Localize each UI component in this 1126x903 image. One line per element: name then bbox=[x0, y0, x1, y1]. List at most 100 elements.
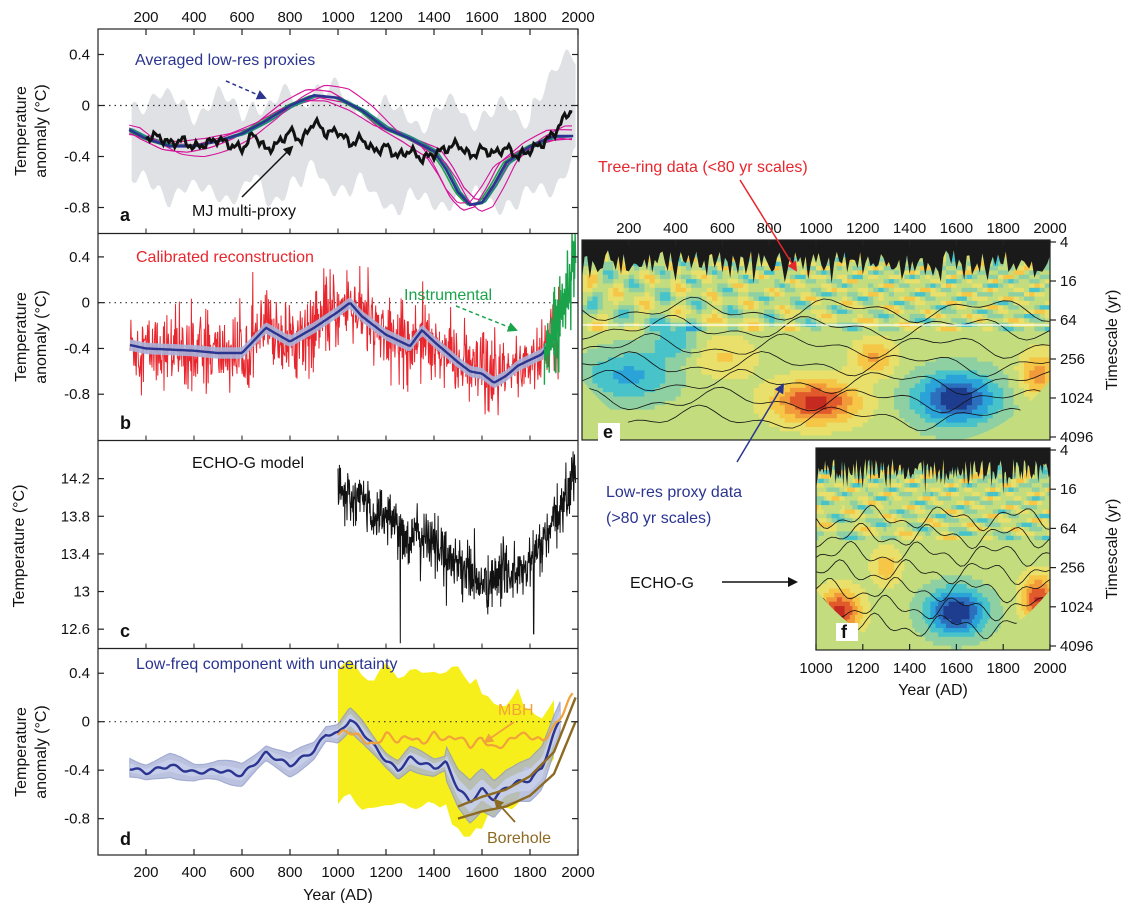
wavelet-e-cell bbox=[816, 257, 822, 263]
wavelet-e-cell bbox=[1018, 335, 1025, 341]
y-tick-label-a: 0.4 bbox=[69, 47, 90, 64]
wavelet-e-cell bbox=[774, 283, 781, 289]
y-title-d-line2: anomaly (°C) bbox=[33, 705, 50, 799]
wavelet-e-contour bbox=[582, 404, 1050, 431]
wavelet-e-cell bbox=[842, 344, 848, 350]
wavelet-e-cell bbox=[888, 409, 895, 415]
wavelet-e-cell bbox=[920, 405, 926, 411]
wavelet-f-cell bbox=[870, 461, 874, 467]
wavelet-e-cell bbox=[706, 366, 713, 372]
wavelet-e-cell bbox=[774, 274, 781, 280]
wavelet-f-cell bbox=[974, 469, 978, 475]
wavelet-e-cell bbox=[618, 374, 625, 380]
wavelet-e-cell bbox=[706, 431, 713, 437]
wavelet-e-cell bbox=[623, 335, 630, 341]
wavelet-e-cell bbox=[613, 309, 619, 315]
wavelet-e-cell bbox=[743, 283, 749, 289]
wavelet-f-cell bbox=[1034, 465, 1038, 471]
wavelet-e-cell bbox=[847, 283, 853, 289]
wavelet-e-cell bbox=[701, 344, 708, 350]
panel-a-plot bbox=[98, 49, 578, 216]
wavelet-e-cell bbox=[738, 370, 744, 376]
wavelet-e-cell bbox=[727, 331, 734, 337]
wavelet-e-cell bbox=[800, 379, 807, 385]
wavelet-e-cell bbox=[795, 274, 801, 280]
wavelet-e-cell bbox=[899, 279, 905, 285]
wavelet-e-cell bbox=[842, 374, 848, 380]
wavelet-e-cell bbox=[1039, 283, 1046, 289]
wavelet-f-cell bbox=[855, 465, 859, 471]
wavelet-e-cell bbox=[904, 435, 911, 440]
wavelet-e-cell bbox=[852, 274, 859, 280]
wavelet-e-cell bbox=[816, 418, 822, 424]
wavelet-e-cell bbox=[940, 366, 947, 372]
wavelet-e-cell bbox=[769, 318, 775, 324]
wavelet-e-cell bbox=[722, 353, 729, 358]
wavelet-e-cell bbox=[878, 335, 885, 341]
wavelet-e-cell bbox=[1008, 266, 1015, 272]
wavelet-e-cell bbox=[634, 374, 640, 380]
top-x-tick-label: 1000 bbox=[321, 9, 354, 26]
wavelet-e-cell bbox=[639, 426, 645, 432]
wavelet-e-cell bbox=[790, 400, 796, 406]
wavelet-e-cell bbox=[743, 374, 749, 380]
wavelet-e-cell bbox=[972, 431, 978, 437]
wavelet-e-cell bbox=[712, 413, 718, 419]
wavelet-e-cell bbox=[894, 370, 900, 376]
wavelet-e-cell bbox=[862, 313, 869, 319]
wavelet-e-cell bbox=[987, 418, 994, 424]
wavelet-e-cell bbox=[894, 318, 900, 324]
wavelet-e-cell bbox=[660, 374, 666, 380]
wavelet-e-cell bbox=[1024, 335, 1030, 341]
wavelet-e-cell bbox=[738, 383, 744, 389]
wavelet-e-cell bbox=[660, 379, 666, 385]
wavelet-e-cell bbox=[966, 274, 973, 280]
wavelet-e-cell bbox=[899, 357, 905, 363]
wavelet-e-cell bbox=[925, 287, 931, 293]
wavelet-e-cell bbox=[732, 379, 739, 385]
wavelet-e-cell bbox=[972, 274, 978, 280]
wavelet-e-cell bbox=[1024, 266, 1030, 272]
wavelet-e-cell bbox=[654, 418, 661, 424]
wavelet-e-cell bbox=[706, 361, 713, 367]
wavelet-e-cell bbox=[1034, 270, 1041, 276]
wavelet-e-cell bbox=[795, 296, 801, 302]
wavelet-e-cell bbox=[748, 344, 755, 350]
wavelet-e-cell bbox=[613, 292, 619, 298]
wavelet-e-cell bbox=[732, 383, 739, 389]
wavelet-e-cell bbox=[1003, 279, 1009, 285]
wavelet-e-cell bbox=[706, 335, 713, 341]
wavelet-e-cell bbox=[847, 366, 853, 372]
wavelet-e-cell bbox=[769, 383, 775, 389]
wavelet-e-cell bbox=[831, 383, 838, 389]
wavelet-e-cell bbox=[966, 357, 973, 363]
wavelet-e-cell bbox=[753, 318, 760, 324]
wavelet-f-cell bbox=[1011, 474, 1015, 480]
wavelet-e-cell bbox=[644, 292, 651, 298]
wavelet-e-cell bbox=[769, 366, 775, 372]
wavelet-e-cell bbox=[727, 431, 734, 437]
wavelet-e-cell bbox=[743, 331, 749, 337]
wavelet-e-cell bbox=[961, 418, 968, 424]
wavelet-e-cell bbox=[779, 335, 786, 341]
wavelet-e-cell bbox=[904, 300, 911, 306]
wavelet-e-cell bbox=[1029, 387, 1035, 393]
wavelet-e-cell bbox=[1024, 283, 1030, 289]
wavelet-e-cell bbox=[743, 383, 749, 389]
wavelet-e-cell bbox=[639, 379, 645, 385]
wavelet-e-cell bbox=[800, 422, 807, 428]
bottom-x-tick-label: 1400 bbox=[417, 864, 450, 881]
wavelet-e-cell bbox=[758, 283, 765, 289]
wavelet-e-cell bbox=[894, 387, 900, 393]
wavelet-e-cell bbox=[956, 374, 963, 380]
wavelet-e-cell bbox=[940, 287, 947, 293]
wavelet-e-cell bbox=[639, 279, 645, 285]
wavelet-e-cell bbox=[1003, 396, 1009, 402]
wavelet-e-cell bbox=[800, 309, 807, 315]
wavelet-e-cell bbox=[977, 287, 983, 293]
wavelet-e-cell bbox=[821, 344, 827, 350]
wavelet-f-cell bbox=[1003, 469, 1007, 475]
wavelet-e-cell bbox=[1024, 305, 1030, 311]
wavelet-e-cell bbox=[992, 309, 999, 315]
wavelet-e-cell bbox=[998, 300, 1004, 306]
